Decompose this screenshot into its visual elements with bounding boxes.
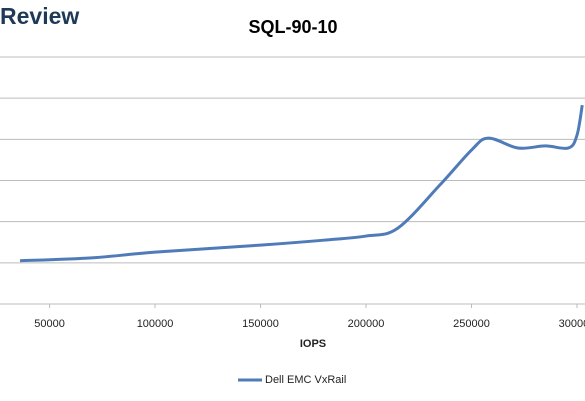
x-tick-label: 100000 (137, 318, 174, 330)
x-tick-label: 250000 (453, 318, 490, 330)
series-line (19, 104, 584, 263)
x-tick-label: 150000 (242, 318, 279, 330)
x-tick-label: 50000 (34, 318, 65, 330)
logo-text: Review (0, 3, 79, 29)
x-tick-label: 200000 (348, 318, 385, 330)
x-axis-label: IOPS (300, 338, 326, 350)
legend-label: Dell EMC VxRail (265, 374, 346, 386)
chart-title: SQL-90-10 (248, 17, 337, 37)
x-tick-label: 300000 (559, 318, 585, 330)
